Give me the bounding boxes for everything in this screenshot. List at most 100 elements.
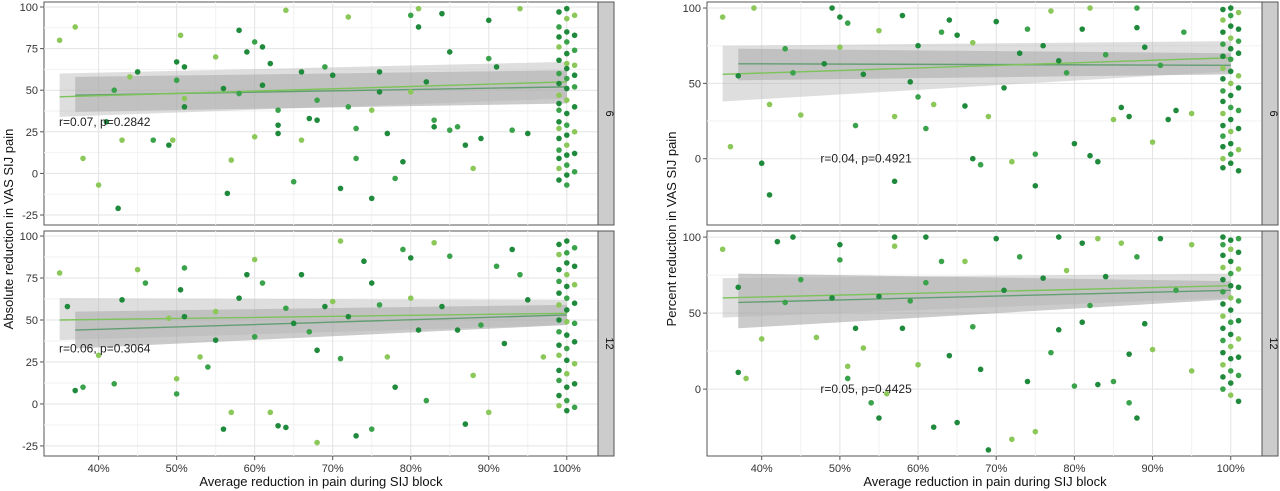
data-point <box>571 129 578 135</box>
x-axis-title: Average reduction in pain during SIJ blo… <box>199 474 443 489</box>
data-point <box>556 24 562 30</box>
data-point <box>64 303 71 310</box>
data-point <box>1235 85 1242 91</box>
data-point <box>1235 125 1242 132</box>
data-point <box>485 409 492 416</box>
data-point <box>719 14 726 20</box>
data-point <box>1227 295 1234 301</box>
data-point <box>1227 237 1234 243</box>
data-point <box>407 295 414 301</box>
confidence-band <box>75 304 567 349</box>
y-tick-label: 50 <box>26 85 38 97</box>
data-point <box>181 95 188 102</box>
data-point <box>1188 368 1195 374</box>
panel-background <box>706 1 1263 226</box>
data-point <box>563 283 570 290</box>
fit-line <box>738 289 1231 304</box>
data-point <box>766 192 773 198</box>
data-point <box>470 372 476 379</box>
data-point <box>1087 5 1093 11</box>
data-point <box>80 384 86 390</box>
data-point <box>563 397 570 404</box>
data-point <box>1235 50 1242 57</box>
data-point <box>415 24 422 30</box>
data-point <box>1220 386 1226 392</box>
data-point <box>407 255 414 261</box>
data-point <box>1220 88 1226 94</box>
data-point <box>1102 51 1109 58</box>
data-point <box>306 328 313 335</box>
data-point <box>571 84 578 90</box>
data-point <box>1227 355 1234 362</box>
y-tick-label: 100 <box>20 231 38 243</box>
data-point <box>930 424 937 430</box>
data-point <box>563 142 570 148</box>
data-point <box>1220 252 1226 259</box>
data-point <box>571 380 578 387</box>
data-point <box>1227 92 1234 99</box>
data-point <box>829 5 835 11</box>
data-point <box>993 235 1000 242</box>
data-point <box>1134 5 1140 11</box>
data-point <box>556 44 562 50</box>
data-point <box>72 24 79 30</box>
data-point <box>1227 160 1234 167</box>
data-point <box>251 333 258 340</box>
data-point <box>150 137 157 143</box>
data-point <box>556 92 562 98</box>
data-point <box>134 266 141 273</box>
data-point <box>1126 399 1132 406</box>
y-tick-label: 0 <box>32 168 38 180</box>
data-point <box>1009 436 1015 443</box>
data-point <box>1220 349 1226 356</box>
data-point <box>1220 53 1226 60</box>
data-point <box>368 426 375 432</box>
data-point <box>571 339 578 345</box>
data-point <box>556 125 562 132</box>
data-point <box>821 60 828 67</box>
data-point <box>1220 133 1226 139</box>
data-point <box>727 143 734 150</box>
data-point <box>1227 5 1234 11</box>
data-point <box>891 178 898 185</box>
data-point <box>228 409 235 416</box>
data-point <box>283 7 289 14</box>
data-point <box>392 384 398 390</box>
data-point <box>80 155 86 162</box>
data-point <box>431 239 437 246</box>
data-point <box>173 391 180 397</box>
data-point <box>337 238 344 244</box>
data-point <box>907 79 914 85</box>
data-point <box>556 34 562 40</box>
facet-strip-label: 12 <box>603 337 615 349</box>
data-point <box>290 320 297 327</box>
data-point <box>1063 267 1070 274</box>
data-point <box>115 205 121 212</box>
y-tick-label: -25 <box>22 441 38 453</box>
data-point <box>493 64 500 70</box>
data-point <box>368 107 375 113</box>
data-point <box>1220 374 1226 380</box>
data-point <box>563 65 570 72</box>
y-axis-title: Percent reduction in VAS SIJ pain <box>664 132 679 327</box>
data-point <box>1048 8 1054 14</box>
data-point <box>224 190 231 197</box>
data-point <box>267 409 274 416</box>
data-point <box>1173 107 1179 114</box>
data-point <box>563 110 570 117</box>
data-point <box>907 298 914 304</box>
data-point <box>1227 307 1234 313</box>
y-tick-label: 0 <box>695 384 701 396</box>
data-point <box>283 305 289 312</box>
data-point <box>563 15 570 22</box>
data-point <box>1102 273 1109 280</box>
data-point <box>563 370 570 377</box>
y-tick-label: 75 <box>26 44 38 56</box>
fit-line <box>59 81 567 98</box>
data-point <box>314 347 320 354</box>
data-point <box>1235 9 1242 16</box>
data-point <box>571 360 578 367</box>
data-point <box>556 328 562 335</box>
data-point <box>454 124 461 130</box>
data-point <box>244 271 250 278</box>
